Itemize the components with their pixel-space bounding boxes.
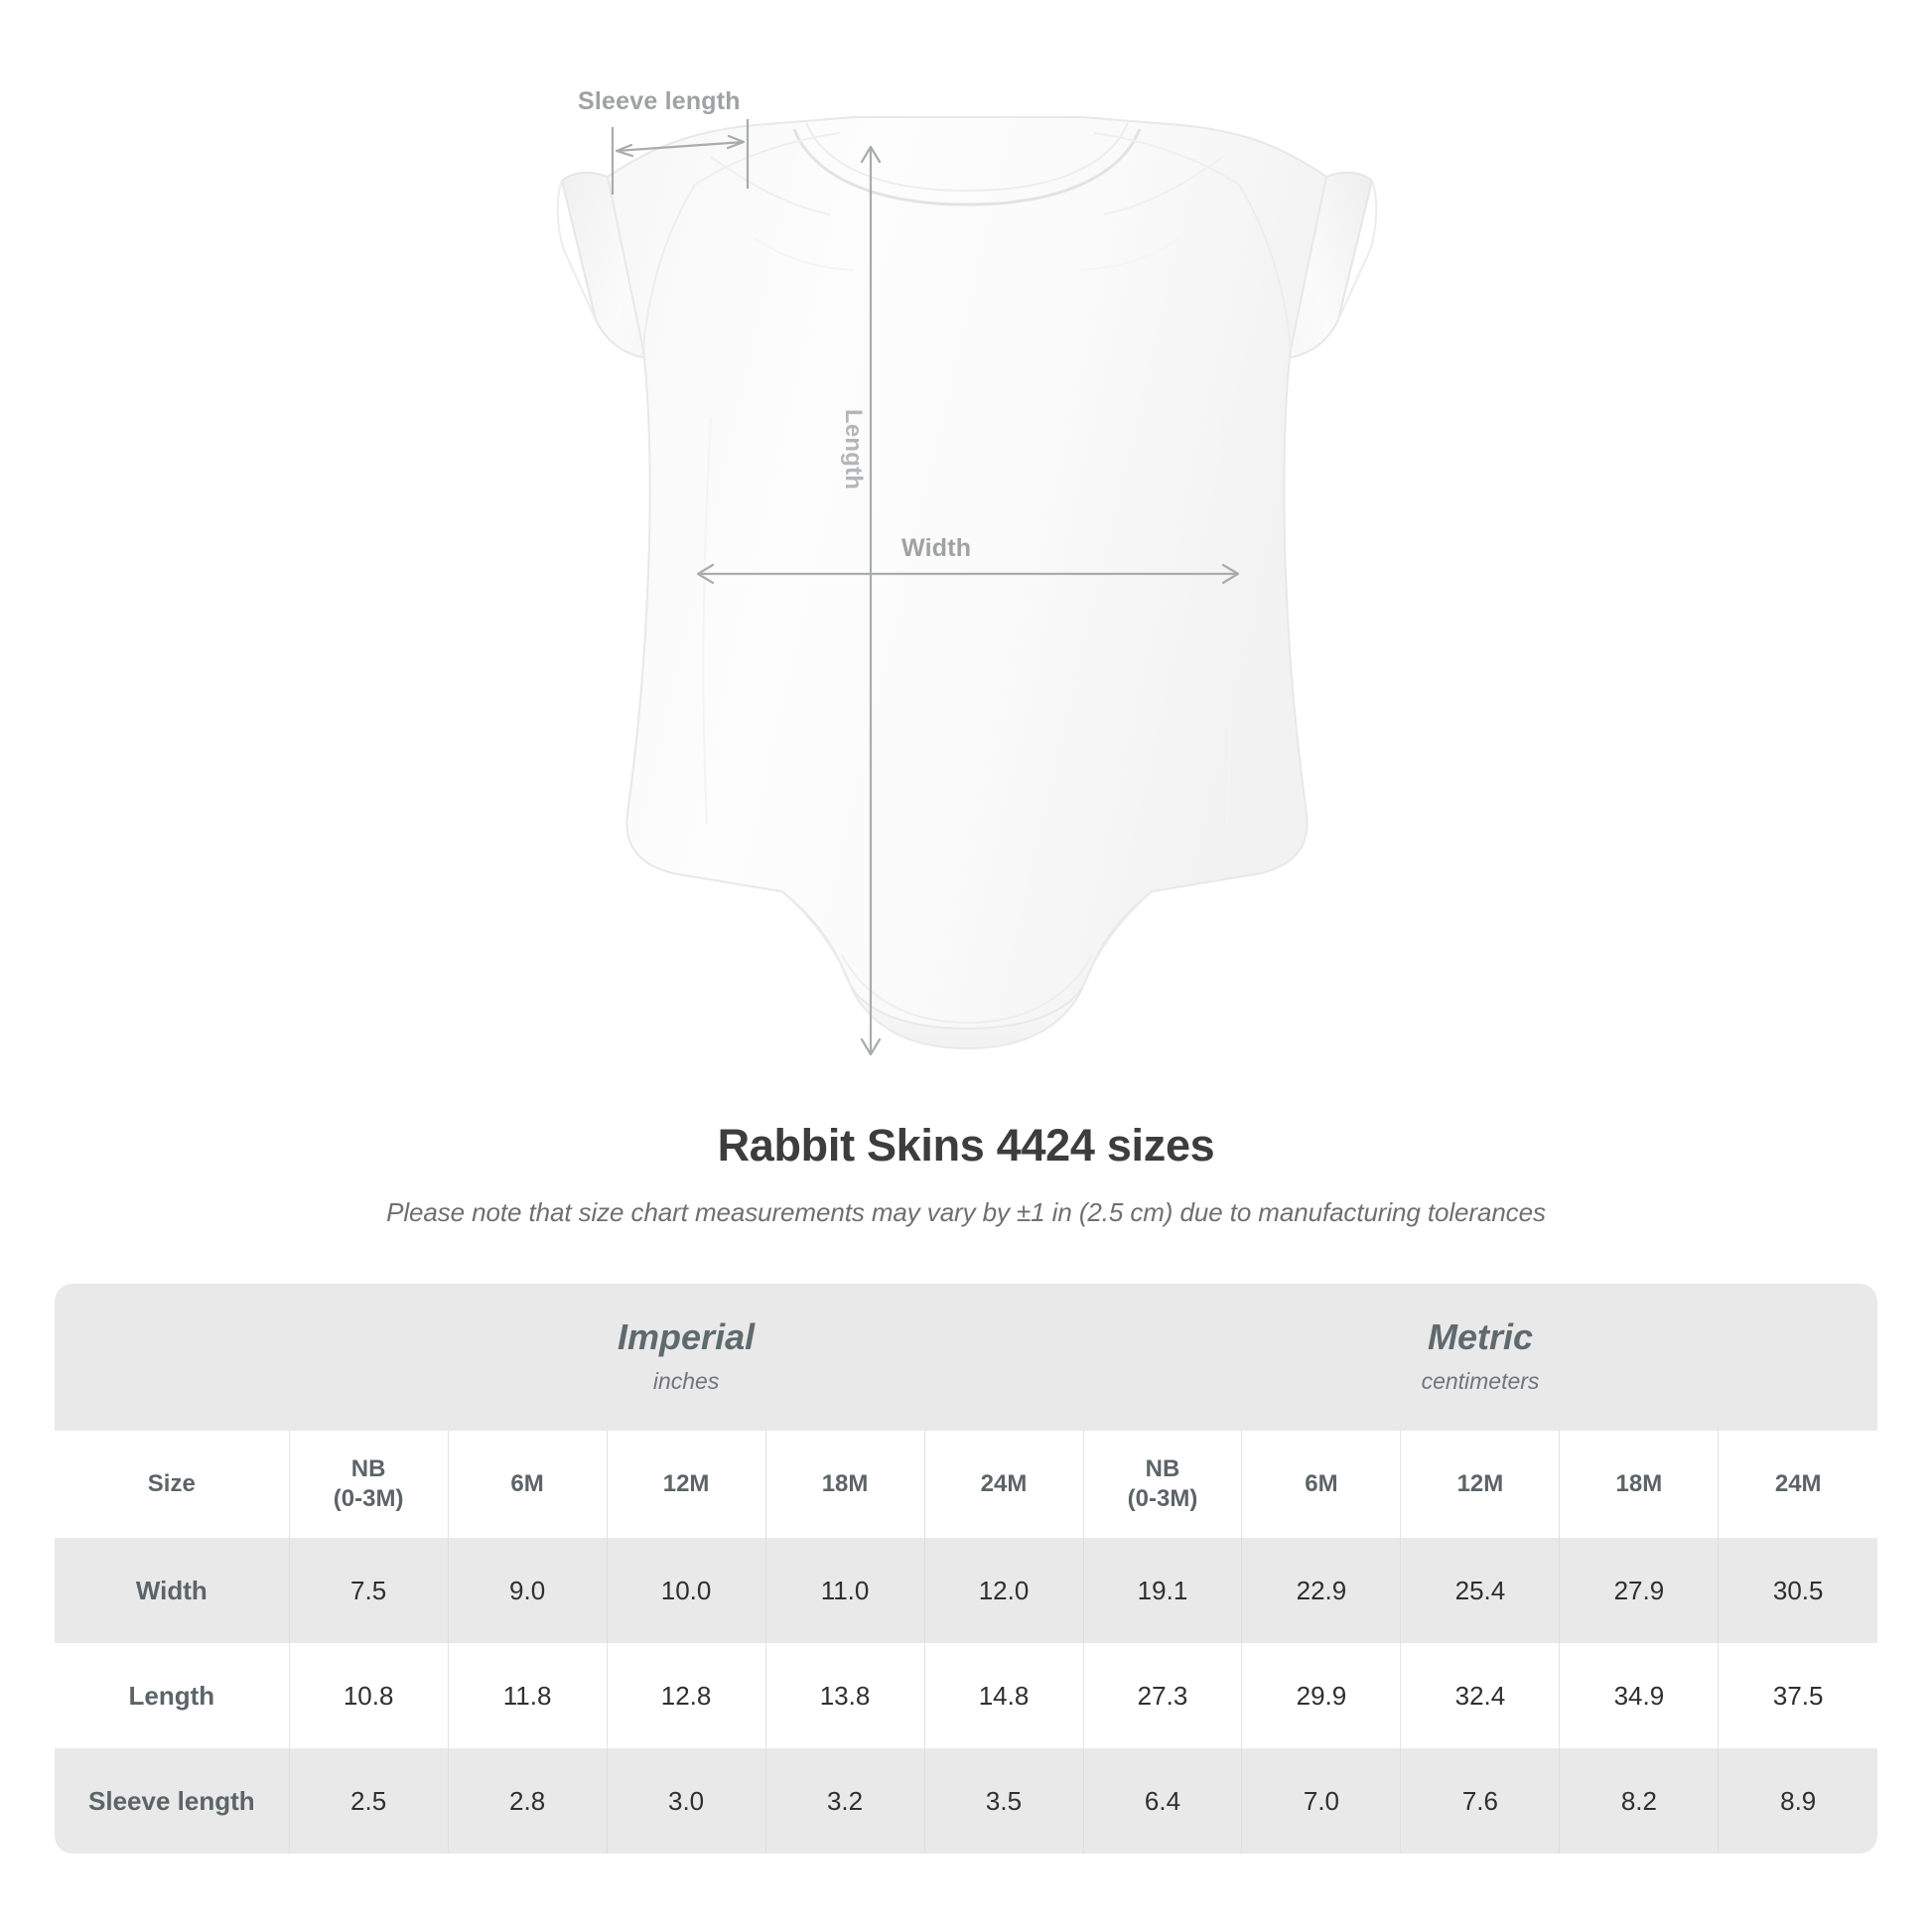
unit-group-metric-sub: centimeters <box>1421 1368 1540 1394</box>
cell-sleeve-metric-6m: 7.0 <box>1241 1748 1401 1854</box>
cell-length-metric-6m: 29.9 <box>1241 1643 1401 1748</box>
unit-group-metric-name: Metric <box>1427 1316 1534 1357</box>
row-label-width: Width <box>55 1538 290 1643</box>
cell-sleeve-metric-24m: 8.9 <box>1718 1748 1877 1854</box>
title-block: Rabbit Skins 4424 sizes Please note that… <box>0 1112 1932 1228</box>
cell-sleeve-imperial-6m: 2.8 <box>447 1748 608 1854</box>
cell-sleeve-metric-18m: 8.2 <box>1559 1748 1719 1854</box>
measurement-overlay <box>611 119 1240 1056</box>
width-dimension <box>696 563 1240 585</box>
sleeve-length-dimension <box>611 119 750 195</box>
column-header-imperial-18m: 18M <box>764 1431 925 1538</box>
row-label-length: Length <box>55 1643 290 1748</box>
cell-width-metric-12m: 25.4 <box>1400 1538 1560 1643</box>
column-header-sub: (0-3M) <box>1127 1485 1198 1512</box>
bodysuit-drawing <box>556 116 1378 1056</box>
sleeve-length-label: Sleeve length <box>578 87 741 115</box>
table-row: Length 10.8 11.8 12.8 13.8 14.8 27.3 29.… <box>55 1643 1877 1748</box>
column-header-main: NB <box>350 1455 386 1482</box>
column-header-imperial-24m: 24M <box>923 1431 1083 1538</box>
column-header-metric-12m: 12M <box>1400 1431 1560 1538</box>
width-label: Width <box>901 534 972 562</box>
table-row: Width 7.5 9.0 10.0 11.0 12.0 19.1 22.9 2… <box>55 1538 1877 1643</box>
cell-width-metric-6m: 22.9 <box>1241 1538 1401 1643</box>
cell-length-imperial-12m: 12.8 <box>606 1643 766 1748</box>
row-label-sleeve-length: Sleeve length <box>55 1748 290 1854</box>
cell-sleeve-metric-nb: 6.4 <box>1082 1748 1242 1854</box>
cell-length-metric-24m: 37.5 <box>1718 1643 1877 1748</box>
size-header-label: Size <box>55 1431 290 1538</box>
size-header-row: Size NB (0-3M) 6M 12M 18M 24M NB (0-3M) … <box>55 1431 1877 1538</box>
unit-group-imperial: Imperial inches <box>289 1284 1083 1431</box>
cell-width-imperial-12m: 10.0 <box>606 1538 766 1643</box>
bodysuit-body-shape <box>606 116 1328 1050</box>
tolerance-note: Please note that size chart measurements… <box>386 1197 1546 1227</box>
size-chart-table: Imperial inches Metric centimeters Size … <box>55 1284 1877 1854</box>
cell-width-metric-24m: 30.5 <box>1718 1538 1877 1643</box>
cell-length-imperial-6m: 11.8 <box>447 1643 608 1748</box>
column-header-main: NB <box>1145 1455 1180 1482</box>
cell-length-metric-18m: 34.9 <box>1559 1643 1719 1748</box>
cell-length-imperial-18m: 13.8 <box>764 1643 925 1748</box>
page-title: Rabbit Skins 4424 sizes <box>717 1120 1215 1171</box>
cell-width-imperial-nb: 7.5 <box>288 1538 449 1643</box>
cell-sleeve-imperial-24m: 3.5 <box>923 1748 1083 1854</box>
cell-sleeve-metric-12m: 7.6 <box>1400 1748 1560 1854</box>
column-header-imperial-6m: 6M <box>447 1431 608 1538</box>
unit-group-imperial-name: Imperial <box>618 1316 756 1357</box>
cell-length-metric-nb: 27.3 <box>1082 1643 1242 1748</box>
garment-illustration: Sleeve length Length Width <box>556 87 1378 1056</box>
unit-group-imperial-sub: inches <box>652 1368 720 1394</box>
length-label: Length <box>840 409 867 490</box>
column-header-imperial-12m: 12M <box>606 1431 766 1538</box>
cell-sleeve-imperial-18m: 3.2 <box>764 1748 925 1854</box>
table-row: Sleeve length 2.5 2.8 3.0 3.2 3.5 6.4 7.… <box>55 1748 1877 1854</box>
column-header-metric-nb: NB (0-3M) <box>1082 1431 1242 1538</box>
cell-length-imperial-24m: 14.8 <box>923 1643 1083 1748</box>
unit-row-corner <box>55 1284 290 1431</box>
cell-length-metric-12m: 32.4 <box>1400 1643 1560 1748</box>
cell-sleeve-imperial-nb: 2.5 <box>288 1748 449 1854</box>
unit-group-row: Imperial inches Metric centimeters <box>55 1284 1877 1431</box>
column-header-imperial-nb: NB (0-3M) <box>288 1431 449 1538</box>
cell-width-metric-nb: 19.1 <box>1082 1538 1242 1643</box>
cell-width-imperial-24m: 12.0 <box>923 1538 1083 1643</box>
size-table-wrapper: Imperial inches Metric centimeters Size … <box>55 1284 1877 1854</box>
column-header-metric-18m: 18M <box>1559 1431 1719 1538</box>
cell-sleeve-imperial-12m: 3.0 <box>606 1748 766 1854</box>
cell-width-imperial-18m: 11.0 <box>764 1538 925 1643</box>
cell-width-imperial-6m: 9.0 <box>447 1538 608 1643</box>
cell-length-imperial-nb: 10.8 <box>288 1643 449 1748</box>
length-dimension <box>860 145 882 1056</box>
column-header-metric-24m: 24M <box>1718 1431 1877 1538</box>
cell-width-metric-18m: 27.9 <box>1559 1538 1719 1643</box>
column-header-sub: (0-3M) <box>333 1485 404 1512</box>
unit-group-metric: Metric centimeters <box>1083 1284 1877 1431</box>
column-header-metric-6m: 6M <box>1241 1431 1401 1538</box>
